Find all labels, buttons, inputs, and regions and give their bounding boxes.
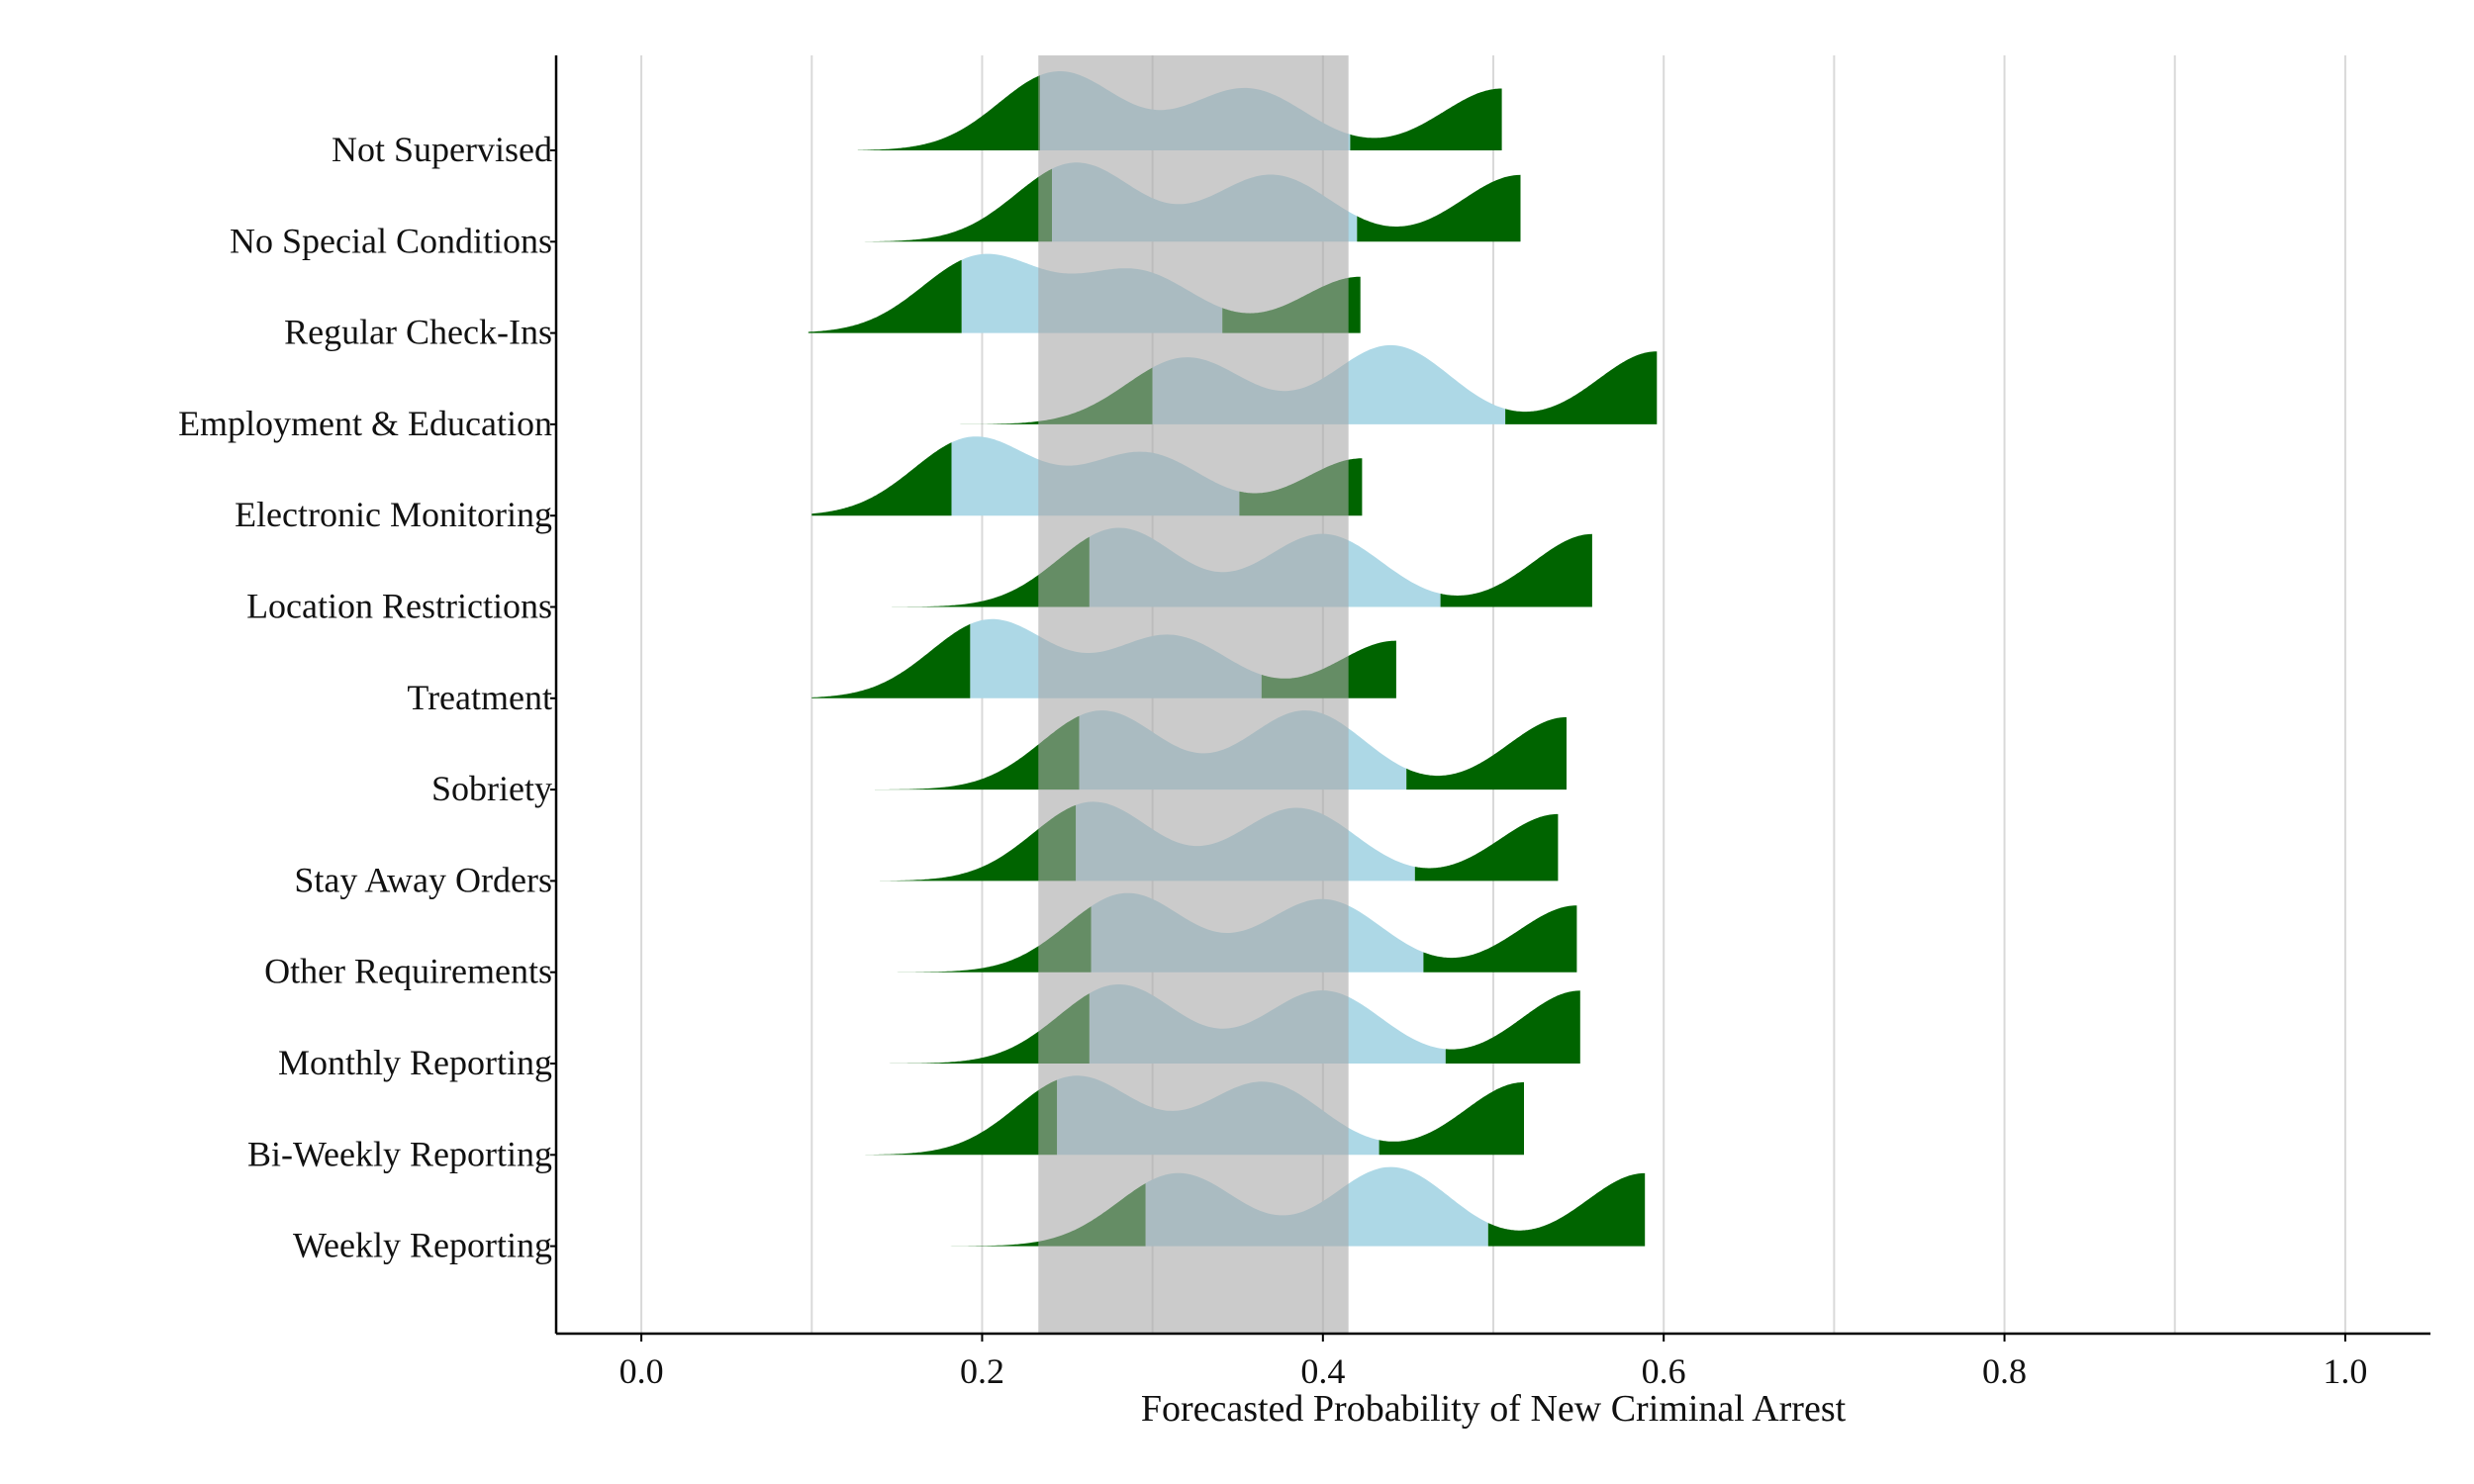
category-label: Electronic Monitoring — [235, 495, 552, 534]
x-tick-label: 0.2 — [960, 1351, 1004, 1391]
labels: Not Supervised No Special Conditions Regul… — [178, 130, 2367, 1391]
category-label: Stay Away Orders — [294, 860, 552, 899]
category-label: Not Supervised — [332, 130, 552, 169]
ridge-tail-high — [1357, 174, 1521, 242]
ridge-tail-high — [1350, 88, 1502, 150]
x-axis-title: Forecasted Probability of New Criminal A… — [1141, 1388, 1847, 1430]
category-label: Bi-Weekly Reporting — [247, 1134, 552, 1173]
ridge-tail-low — [876, 993, 1090, 1064]
category-label: Treatment — [407, 678, 552, 717]
ridge-tail-low — [811, 442, 952, 516]
axes — [550, 55, 2430, 1342]
ridge-tail-low — [811, 623, 971, 698]
ridge-tail-high — [1379, 1081, 1524, 1156]
ridge-tail-high — [1445, 990, 1580, 1064]
ridge-tail-low — [875, 715, 1080, 790]
reference-band-rect — [1038, 55, 1349, 1334]
category-label: Regular Check-Ins — [284, 313, 552, 352]
ridge-tail-high — [1440, 533, 1592, 607]
ridge-tail-high — [1423, 905, 1577, 973]
ridge-tail-low — [854, 1079, 1058, 1156]
category-label: No Special Conditions — [230, 221, 552, 260]
ridge-tail-low — [808, 259, 962, 333]
category-label: Other Requirements — [264, 952, 552, 991]
category-label: Employment & Education — [178, 404, 552, 443]
ridge-tail-low — [880, 804, 1077, 881]
x-tick-label: 1.0 — [2323, 1351, 2367, 1391]
ridge-tail-high — [1487, 1172, 1646, 1247]
category-label: Monthly Reporting — [278, 1043, 552, 1082]
ridge-tail-low — [857, 75, 1040, 150]
x-tick-label: 0.4 — [1300, 1351, 1345, 1391]
x-tick-label: 0.6 — [1642, 1351, 1686, 1391]
ridge-tail-high — [1406, 717, 1567, 790]
reference-band — [1038, 55, 1349, 1334]
ridge-tail-low — [861, 168, 1052, 242]
x-tick-label: 0.8 — [1982, 1351, 2027, 1391]
category-label: Weekly Reporting — [293, 1226, 552, 1265]
ridge-tail-high — [1414, 813, 1559, 881]
category-label: Location Restrictions — [246, 587, 552, 626]
x-tick-label: 0.0 — [619, 1351, 664, 1391]
category-label: Sobriety — [431, 769, 552, 808]
ridge-tail-high — [1505, 351, 1658, 424]
